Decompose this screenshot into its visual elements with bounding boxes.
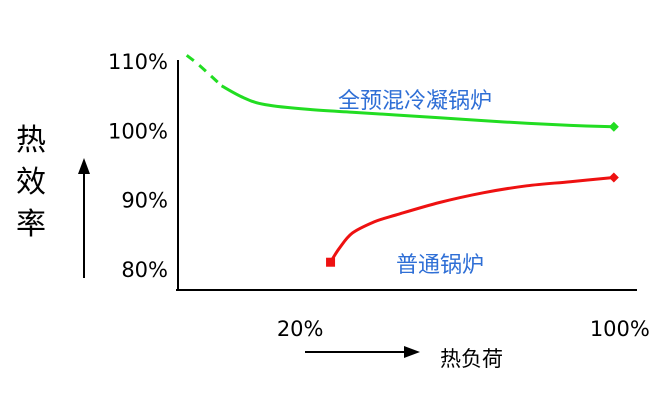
series-ordinary-start-marker xyxy=(326,257,336,267)
series-label-ordinary: 普通锅炉 xyxy=(396,253,484,278)
x-tick-label-20: 20% xyxy=(277,317,324,341)
x-direction-arrow xyxy=(305,346,420,358)
series-ordinary-end-marker xyxy=(608,172,619,183)
series-condensing-end-marker xyxy=(608,121,619,132)
y-tick-label-80: 80% xyxy=(121,258,168,282)
y-axis-label-char: 热 xyxy=(16,123,46,158)
x-tick-label-100: 100% xyxy=(590,317,650,341)
y-axis-label: 热效率 xyxy=(16,123,46,242)
y-axis-label-char: 率 xyxy=(16,207,46,242)
y-tick-label-100: 100% xyxy=(108,119,168,143)
series-line-condensing-dashed xyxy=(185,54,223,87)
x-axis-label: 热负荷 xyxy=(440,347,503,371)
y-tick-label-90: 90% xyxy=(121,189,168,213)
series-line-condensing-solid xyxy=(220,84,614,129)
y-tick-label-110: 110% xyxy=(108,50,168,74)
series-line-ordinary xyxy=(329,176,614,264)
y-axis-label-char: 效 xyxy=(16,165,46,200)
y-direction-arrow xyxy=(78,158,90,278)
series-label-condensing: 全预混冷凝锅炉 xyxy=(338,89,492,114)
